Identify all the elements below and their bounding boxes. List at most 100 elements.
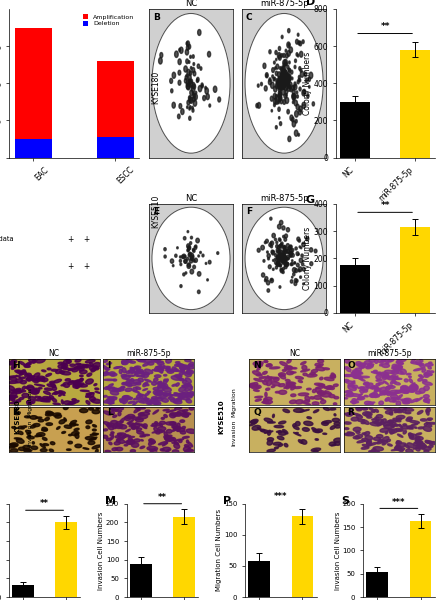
Ellipse shape [403,445,409,448]
Ellipse shape [372,446,382,451]
Ellipse shape [269,367,279,369]
Ellipse shape [400,425,408,429]
Ellipse shape [173,426,180,429]
Ellipse shape [368,358,374,362]
Circle shape [281,74,282,77]
Ellipse shape [357,365,364,367]
Bar [365,572,387,597]
Ellipse shape [421,380,426,382]
Ellipse shape [132,401,137,406]
Text: KYSE180: KYSE180 [151,70,160,104]
Circle shape [182,254,185,259]
Circle shape [288,76,290,81]
Ellipse shape [16,439,24,443]
Ellipse shape [375,419,378,421]
Circle shape [277,94,280,99]
Ellipse shape [127,415,134,418]
Ellipse shape [85,393,91,397]
Circle shape [281,253,285,257]
Circle shape [193,100,196,106]
Ellipse shape [406,426,412,429]
Ellipse shape [405,449,412,453]
Text: E: E [152,207,159,216]
Ellipse shape [357,397,364,400]
Circle shape [279,81,281,84]
Ellipse shape [88,407,93,410]
Ellipse shape [74,383,81,386]
Circle shape [282,60,286,66]
Ellipse shape [64,418,66,421]
Ellipse shape [120,418,125,422]
Ellipse shape [406,373,410,375]
Circle shape [283,251,285,254]
Circle shape [286,82,289,86]
Ellipse shape [86,401,90,404]
Ellipse shape [358,394,361,396]
Ellipse shape [344,376,351,377]
Ellipse shape [133,387,137,391]
Ellipse shape [409,386,417,390]
Circle shape [291,253,293,257]
Circle shape [300,247,301,249]
Ellipse shape [122,375,130,379]
Circle shape [186,84,190,90]
Ellipse shape [89,437,97,440]
Circle shape [255,103,258,108]
Ellipse shape [424,441,432,443]
Ellipse shape [423,423,427,426]
Ellipse shape [42,397,51,401]
Circle shape [191,86,192,88]
Ellipse shape [36,433,45,436]
Ellipse shape [155,422,158,424]
Ellipse shape [270,377,277,379]
Ellipse shape [417,427,423,429]
Ellipse shape [302,373,307,376]
Ellipse shape [32,378,43,381]
Ellipse shape [409,391,413,392]
Ellipse shape [395,430,401,431]
Ellipse shape [80,390,89,392]
Ellipse shape [389,408,399,411]
Circle shape [276,262,279,266]
Ellipse shape [410,386,417,390]
Ellipse shape [140,446,145,449]
Text: ESCC: ESCC [115,165,135,185]
Circle shape [279,92,281,96]
Ellipse shape [11,392,17,396]
Circle shape [174,51,178,58]
Ellipse shape [370,387,374,389]
Ellipse shape [393,409,402,413]
Circle shape [284,234,287,238]
Ellipse shape [160,449,164,451]
Ellipse shape [356,440,364,443]
Circle shape [283,75,286,82]
Circle shape [286,75,290,80]
Circle shape [283,256,286,260]
Ellipse shape [161,385,165,386]
Ellipse shape [396,418,401,421]
Circle shape [194,94,197,100]
Ellipse shape [293,409,303,412]
Circle shape [283,77,287,83]
Circle shape [277,81,280,87]
Ellipse shape [104,387,109,389]
Circle shape [207,52,210,57]
Ellipse shape [74,380,83,382]
Ellipse shape [333,422,339,425]
Circle shape [283,79,286,84]
Ellipse shape [142,389,147,391]
Ellipse shape [353,436,359,439]
Ellipse shape [361,439,367,442]
Ellipse shape [389,412,392,415]
Circle shape [278,76,279,79]
Ellipse shape [368,394,376,397]
Ellipse shape [7,361,14,365]
Ellipse shape [104,400,112,403]
Ellipse shape [110,407,119,410]
Ellipse shape [28,397,35,400]
Ellipse shape [267,430,270,435]
Y-axis label: Invasion Cell Numbers: Invasion Cell Numbers [334,511,340,590]
Ellipse shape [126,381,130,383]
Ellipse shape [126,359,132,362]
Ellipse shape [315,367,324,371]
